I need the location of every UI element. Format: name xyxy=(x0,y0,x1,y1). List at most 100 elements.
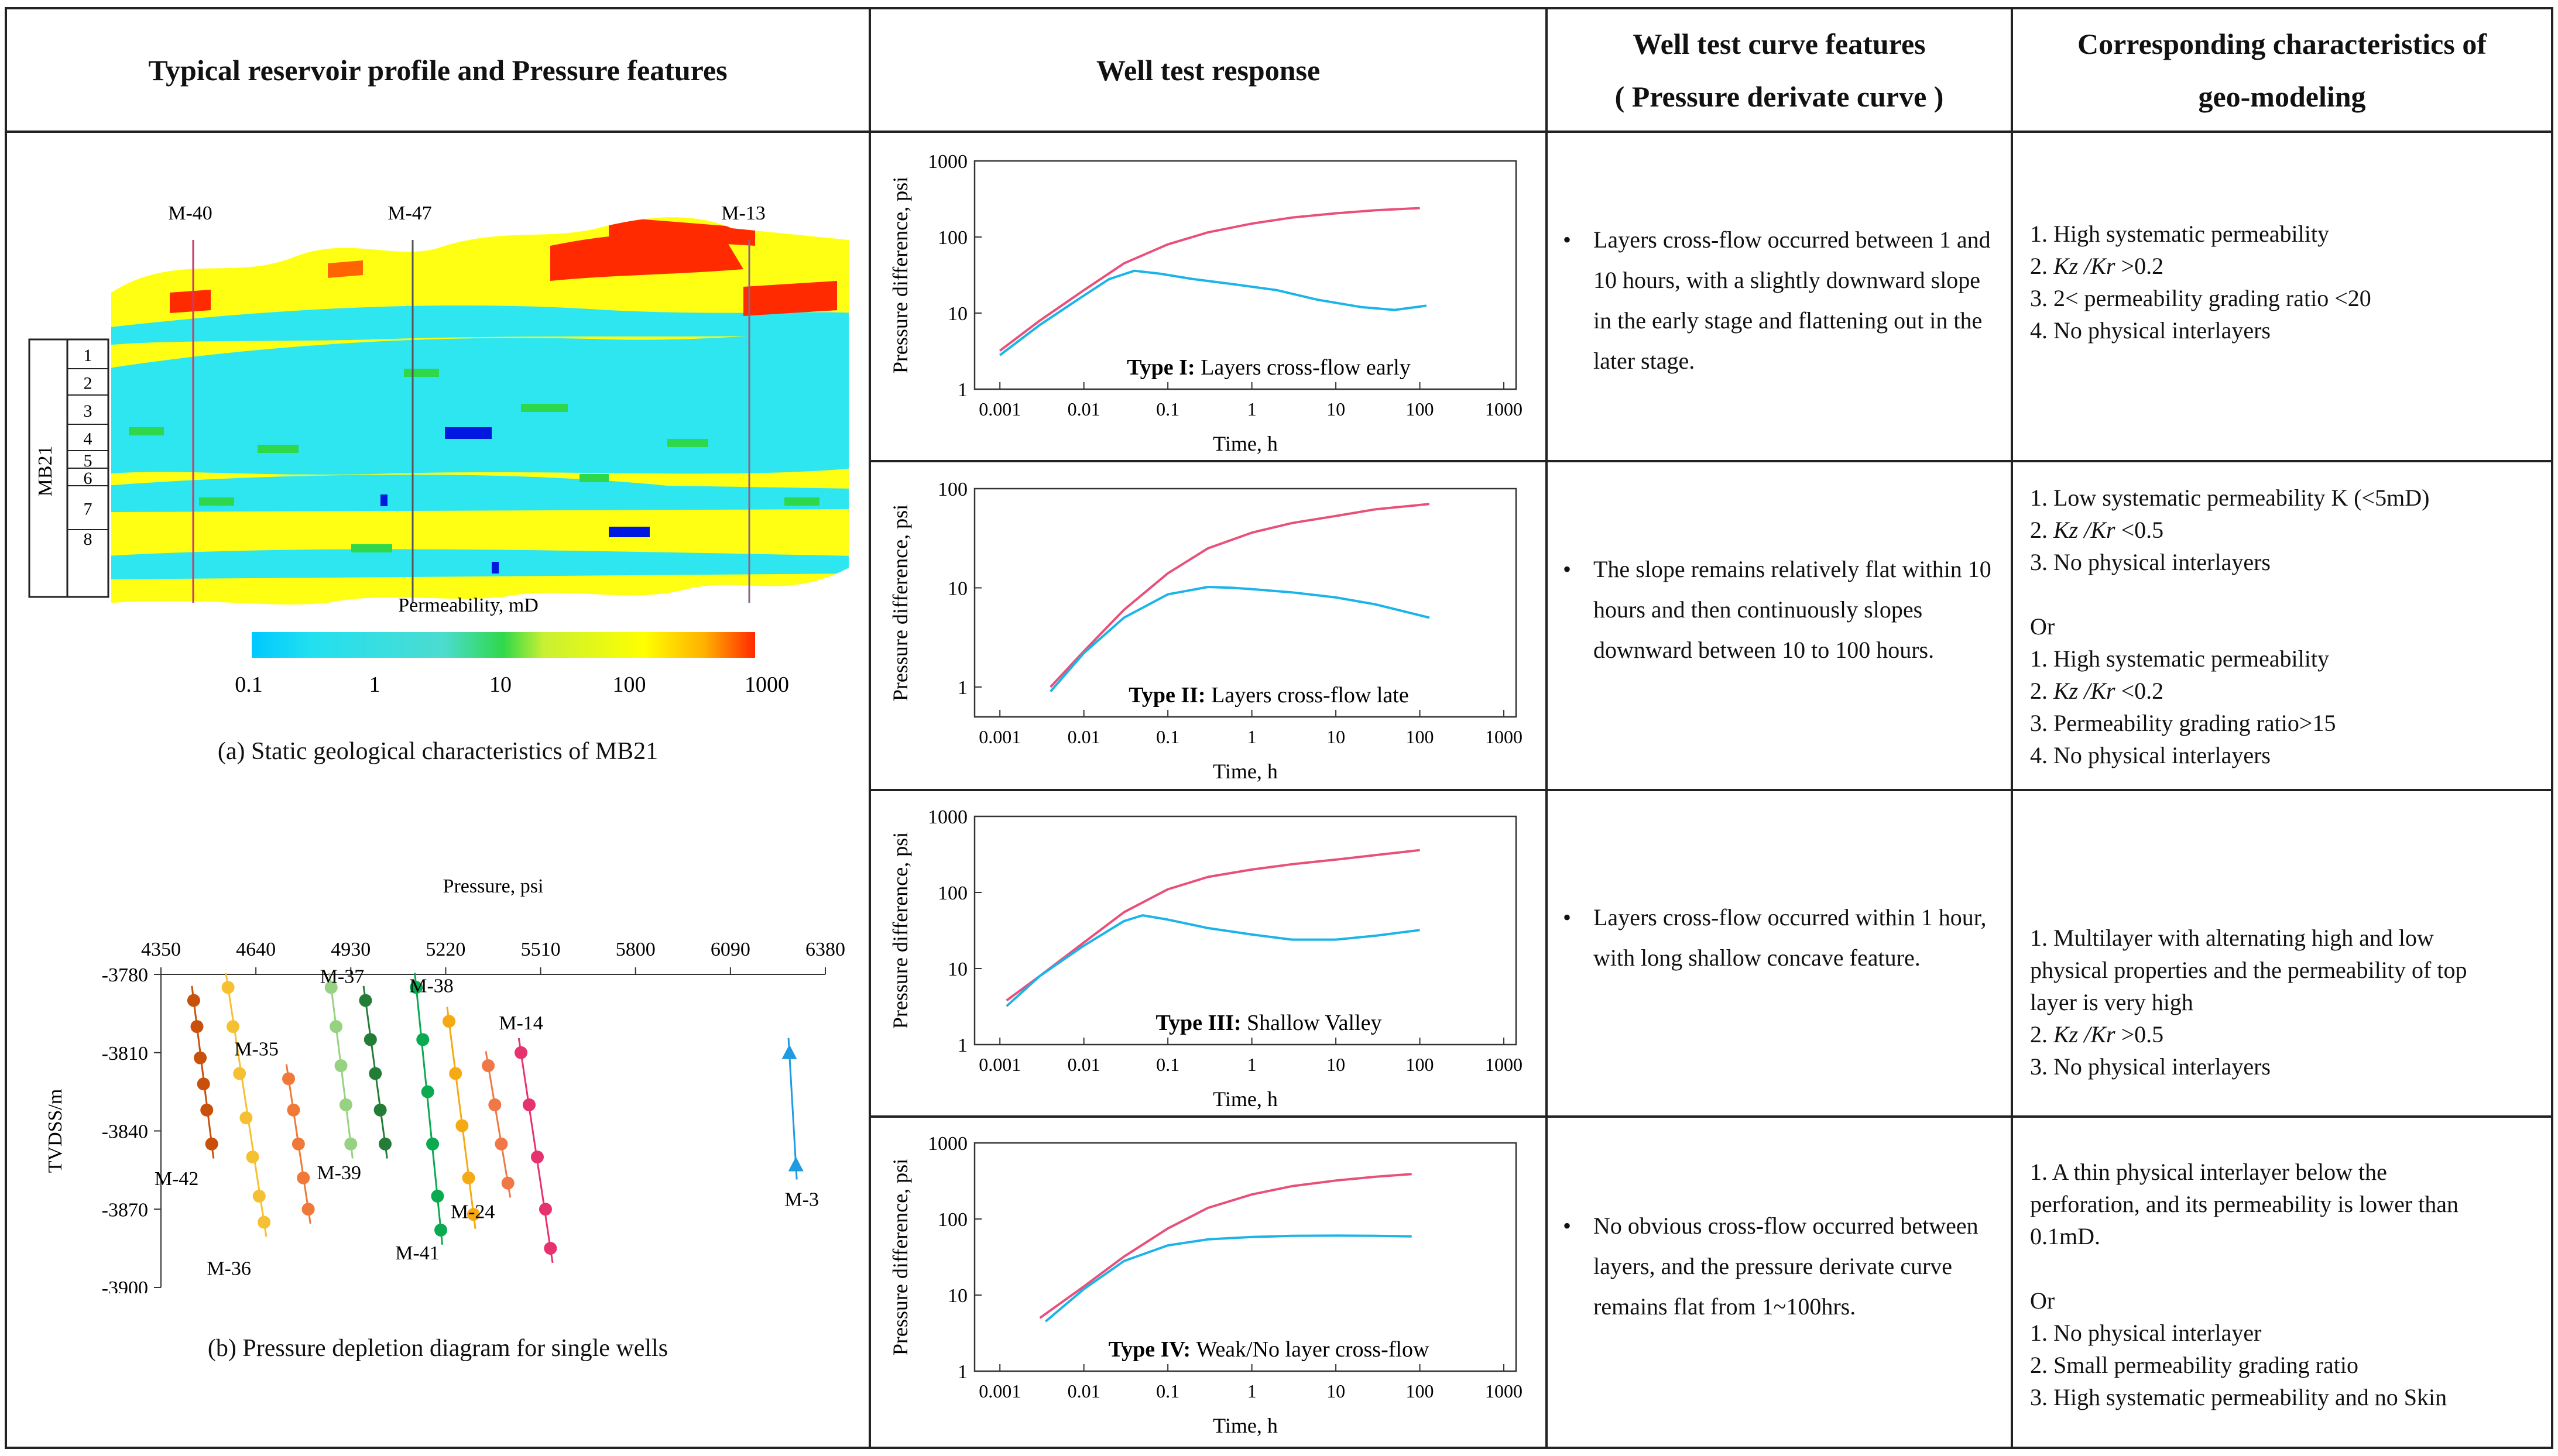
plot-frame xyxy=(973,1142,1517,1372)
x-tick-label: 6090 xyxy=(711,939,750,960)
geo-list-item: layer is very high xyxy=(2030,989,2193,1015)
data-point xyxy=(501,1176,515,1190)
y-tick-label: 1000 xyxy=(928,806,968,828)
series-label: M-42 xyxy=(155,1168,199,1190)
type-label: Type I: Layers cross-flow early xyxy=(1127,355,1411,380)
geo-list-item: 2. Kz /Kr >0.5 xyxy=(2030,1021,2164,1048)
series-label: M-41 xyxy=(395,1242,440,1264)
data-point xyxy=(364,1033,377,1046)
x-tick-label: 0.01 xyxy=(1068,1054,1100,1075)
trend-line-m-42 xyxy=(191,985,215,1159)
permeability-colorbar: Permeability, mD 0.1 1 10 100 1000 xyxy=(235,595,789,697)
header-curve-features: Well test curve features ( Pressure deri… xyxy=(1547,8,2012,132)
x-tick-label: 4640 xyxy=(236,939,276,960)
data-point xyxy=(434,1223,448,1237)
y-tick-label: -3870 xyxy=(102,1199,148,1221)
x-tick-label: 1000 xyxy=(1485,399,1523,420)
geo-list-item: 2. Kz /Kr >0.2 xyxy=(2030,253,2164,279)
data-point xyxy=(258,1215,271,1229)
geo-list-item: 1. Low systematic permeability K (<5mD) xyxy=(2030,485,2430,511)
data-point xyxy=(482,1059,495,1073)
data-point xyxy=(339,1098,352,1111)
profile-caption: (a) Static geological characteristics of… xyxy=(217,738,659,765)
data-point xyxy=(287,1103,300,1117)
well-test-chart-type-2: 1 10 100 0.001 0.01 0.1 1 10 100 1000 Time, h Press… xyxy=(889,479,1523,783)
data-point xyxy=(449,1067,462,1080)
plot-frame xyxy=(973,487,1517,718)
data-point xyxy=(373,1103,387,1117)
data-point xyxy=(239,1111,253,1125)
geo-list-item: 3. No physical interlayers xyxy=(2030,1053,2271,1080)
x-axis-label: Time, h xyxy=(1213,432,1278,455)
data-point xyxy=(488,1098,502,1111)
geo-list-item: 3. Permeability grading ratio>15 xyxy=(2030,710,2336,736)
x-tick-label: 0.01 xyxy=(1068,726,1100,747)
data-point xyxy=(378,1137,392,1151)
type-label: Type III: Shallow Valley xyxy=(1156,1011,1382,1035)
pressure-curve xyxy=(1006,849,1420,1002)
data-point xyxy=(221,981,235,994)
x-tick-label: 4930 xyxy=(331,939,371,960)
header-curve-features-line1: Well test curve features xyxy=(1633,27,1926,60)
data-point-triangle xyxy=(781,1044,797,1059)
y-tick-label: 1 xyxy=(958,379,968,401)
kz-kr-term: Kz /Kr xyxy=(2053,678,2115,704)
type-label-bold: Type III: xyxy=(1156,1011,1242,1035)
bullet-dot: • xyxy=(1563,556,1572,582)
x-tick-label: 100 xyxy=(1406,726,1434,747)
y-tick-label: -3810 xyxy=(102,1043,148,1064)
type-label-bold: Type I: xyxy=(1127,355,1195,380)
x-tick-label: 1 xyxy=(1247,399,1257,420)
curve-features-type-1: • Layers cross-flow occurred between 1 a… xyxy=(1563,219,2002,381)
x-tick-label: 0.1 xyxy=(1156,1381,1179,1402)
data-point xyxy=(200,1103,214,1117)
plot-frame xyxy=(973,815,1517,1046)
x-tick-label: 10 xyxy=(1326,399,1345,420)
bullet-dot: • xyxy=(1563,226,1572,253)
data-point xyxy=(301,1203,315,1216)
y-axis-label: Pressure difference, psi xyxy=(889,504,912,701)
depletion-caption: (b) Pressure depletion diagram for singl… xyxy=(207,1335,668,1362)
y-tick-label: 10 xyxy=(948,959,968,980)
type-label: Type IV: Weak/No layer cross-flow xyxy=(1109,1337,1429,1362)
header-reservoir-profile-text: Typical reservoir profile and Pressure f… xyxy=(148,53,728,87)
well-label-m40: M-40 xyxy=(168,202,212,224)
x-tick-label: 0.1 xyxy=(1156,1054,1179,1075)
trend-line-m-24 xyxy=(485,1051,512,1198)
y-tick-label: 10 xyxy=(948,303,968,325)
colorbar-title: Permeability, mD xyxy=(398,595,539,616)
data-point xyxy=(297,1171,310,1184)
y-tick-label: -3780 xyxy=(102,964,148,986)
data-point xyxy=(530,1151,544,1164)
x-tick-label: 100 xyxy=(1406,399,1434,420)
x-tick-label: 0.001 xyxy=(979,399,1021,420)
curve-features-type-3: • Layers cross-flow occurred within 1 ho… xyxy=(1563,897,2002,978)
type-label-rest: Weak/No layer cross-flow xyxy=(1191,1337,1429,1362)
header-geo-modeling-line1: Corresponding characteristics of xyxy=(2077,27,2487,60)
data-point xyxy=(523,1098,536,1111)
layer-column: MB21 1 2 3 4 56 7 8 xyxy=(28,338,109,598)
x-tick-label: 6380 xyxy=(805,939,845,960)
curve-features-text: No obvious cross-flow occurred between l… xyxy=(1593,1213,1978,1320)
geo-list-item xyxy=(2030,1252,2458,1285)
data-point xyxy=(233,1067,246,1080)
curve-features-type-4: • No obvious cross-flow occurred between… xyxy=(1563,1206,2002,1327)
x-tick-label: 1 xyxy=(1247,1381,1257,1402)
header-well-test-response-text: Well test response xyxy=(1096,53,1321,87)
bullet-dot: • xyxy=(1563,904,1572,930)
y-tick-label: 1000 xyxy=(928,1133,968,1155)
layer-label: 4 xyxy=(84,430,92,449)
data-point xyxy=(359,994,372,1007)
x-tick-label: 10 xyxy=(1326,1381,1345,1402)
colorbar-tick: 10 xyxy=(489,672,512,697)
well-test-chart-type-1: 1 10 100 1000 0.001 0.01 0.1 1 10 100 1000 Time, h P… xyxy=(889,151,1523,455)
data-point xyxy=(330,1020,343,1033)
data-point xyxy=(205,1137,218,1151)
type-label-bold: Type IV: xyxy=(1109,1337,1191,1362)
curve-features-text: Layers cross-flow occurred within 1 hour… xyxy=(1593,904,1987,971)
geo-list-item: 1. High systematic permeability xyxy=(2030,221,2329,247)
geo-list-item: perforation, and its permeability is low… xyxy=(2030,1191,2459,1217)
x-tick-label: 4350 xyxy=(141,939,181,960)
data-point xyxy=(515,1046,528,1059)
x-tick-label: 5800 xyxy=(616,939,656,960)
